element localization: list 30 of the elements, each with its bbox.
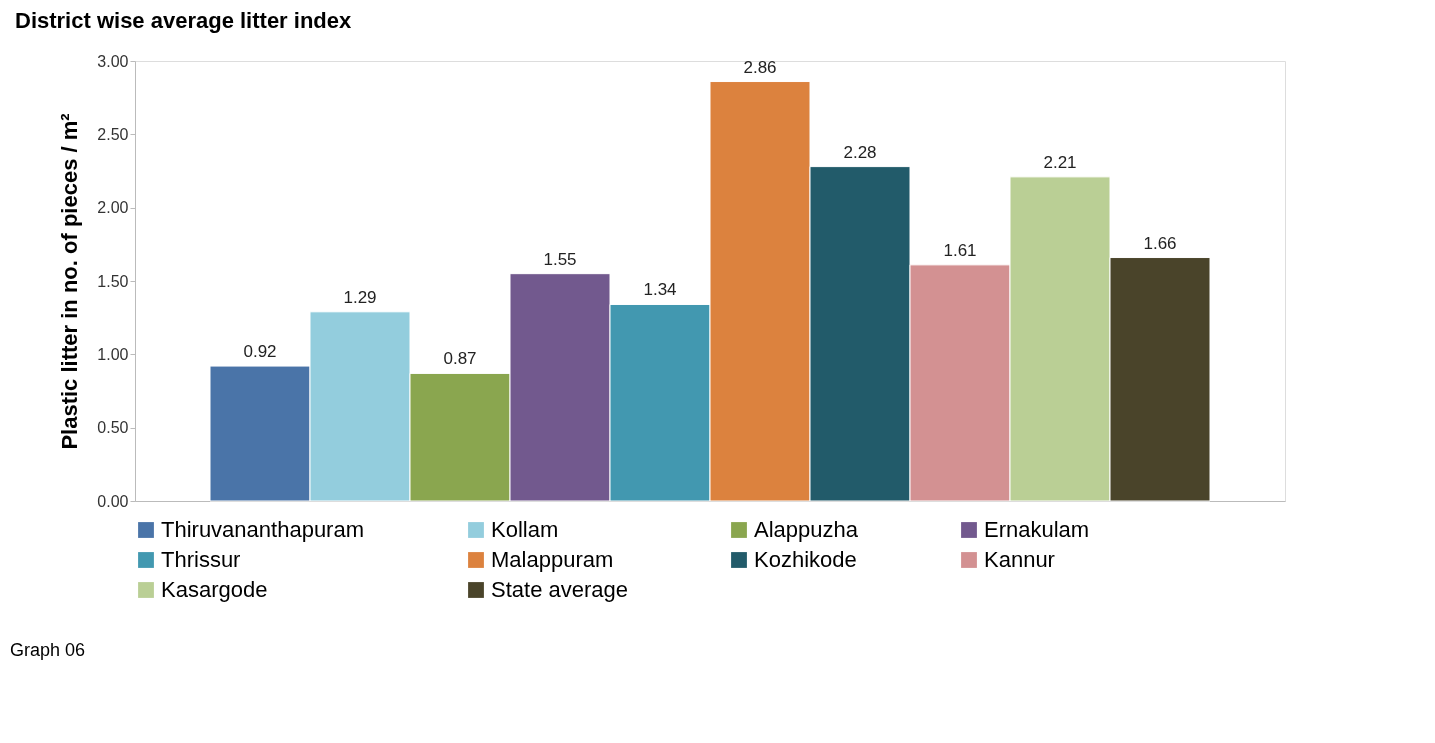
legend-label: Thiruvananthapuram: [161, 517, 365, 542]
data-label: 0.92: [243, 342, 277, 362]
data-label: 2.21: [1043, 152, 1077, 172]
legend-label: State average: [491, 577, 628, 602]
caption: Graph 06: [10, 640, 86, 660]
y-axis-title: Plastic litter in no. of pieces / m²: [57, 113, 83, 450]
y-tick-label: 2.50: [97, 125, 129, 143]
data-label: 2.86: [743, 57, 777, 77]
data-label: 2.28: [843, 142, 877, 162]
legend-label: Alappuzha: [754, 517, 859, 542]
data-label: 1.34: [643, 280, 677, 300]
data-label: 1.55: [543, 249, 577, 269]
legend-label: Ernakulam: [984, 517, 1090, 542]
legend-label: Kozhikode: [754, 547, 857, 572]
data-label: 0.87: [443, 349, 477, 369]
y-tick-label: 2.00: [97, 199, 129, 217]
chart-title: District wise average litter index: [15, 8, 353, 33]
y-tick-label: 0.50: [97, 419, 129, 437]
legend-label: Kannur: [984, 547, 1055, 572]
legend-label: Kasargode: [161, 577, 268, 602]
legend-label: Thrissur: [161, 547, 241, 572]
y-tick-label: 1.50: [97, 272, 129, 290]
data-label: 1.66: [1143, 233, 1177, 253]
legend-label: Kollam: [491, 517, 559, 542]
y-tick-label: 0.00: [97, 492, 129, 510]
data-label: 1.29: [343, 287, 377, 307]
y-tick-label: 1.00: [97, 345, 129, 363]
data-label: 1.61: [943, 240, 977, 260]
y-tick-label: 3.00: [97, 52, 129, 70]
legend-label: Malappuram: [491, 547, 614, 572]
